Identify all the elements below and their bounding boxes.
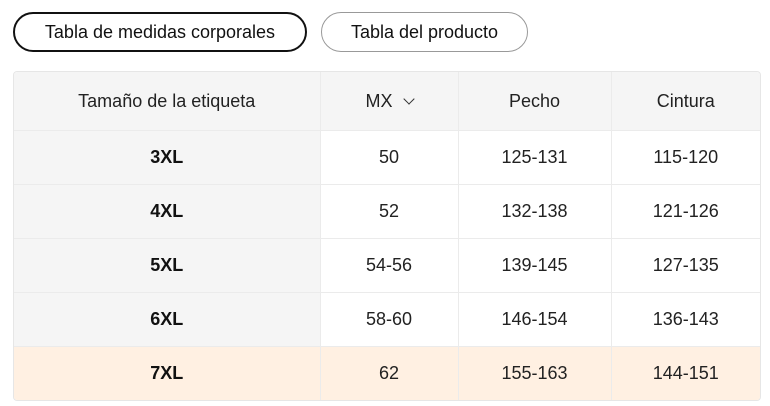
header-label-size: Tamaño de la etiqueta [14, 72, 321, 131]
cell-size: 4XL [14, 184, 321, 239]
cell-waist: 115-120 [610, 130, 760, 185]
cell-size: 5XL [14, 238, 321, 293]
header-waist: Cintura [610, 72, 760, 131]
cell-mx: 58-60 [319, 292, 459, 347]
cell-chest: 132-138 [457, 184, 612, 239]
cell-waist: 127-135 [610, 238, 760, 293]
table-row: 5XL 54-56 139-145 127-135 [14, 238, 760, 293]
cell-waist: 144-151 [610, 346, 760, 400]
cell-chest: 155-163 [457, 346, 612, 400]
table-row: 4XL 52 132-138 121-126 [14, 184, 760, 239]
cell-mx: 50 [319, 130, 459, 185]
table-header-row: Tamaño de la etiqueta MX Pecho Cintura [14, 72, 760, 131]
table-row: 3XL 50 125-131 115-120 [14, 130, 760, 185]
cell-size: 7XL [14, 346, 321, 400]
cell-chest: 125-131 [457, 130, 612, 185]
cell-chest: 139-145 [457, 238, 612, 293]
tab-product-measurements[interactable]: Tabla del producto [321, 12, 528, 52]
cell-waist: 121-126 [610, 184, 760, 239]
cell-size: 3XL [14, 130, 321, 185]
chevron-down-icon [402, 92, 415, 105]
tab-body-measurements[interactable]: Tabla de medidas corporales [13, 12, 307, 52]
table-row: 7XL 62 155-163 144-151 [14, 346, 760, 400]
table-row: 6XL 58-60 146-154 136-143 [14, 292, 760, 347]
cell-size: 6XL [14, 292, 321, 347]
cell-mx: 52 [319, 184, 459, 239]
cell-chest: 146-154 [457, 292, 612, 347]
header-unit-label: MX [365, 90, 393, 111]
cell-mx: 54-56 [319, 238, 459, 293]
size-chart-tabs: Tabla de medidas corporales Tabla del pr… [13, 12, 528, 52]
cell-mx: 62 [319, 346, 459, 400]
header-chest: Pecho [457, 72, 612, 131]
header-unit-dropdown[interactable]: MX [319, 72, 459, 131]
cell-waist: 136-143 [610, 292, 760, 347]
size-table: Tamaño de la etiqueta MX Pecho Cintura 3… [13, 71, 761, 401]
